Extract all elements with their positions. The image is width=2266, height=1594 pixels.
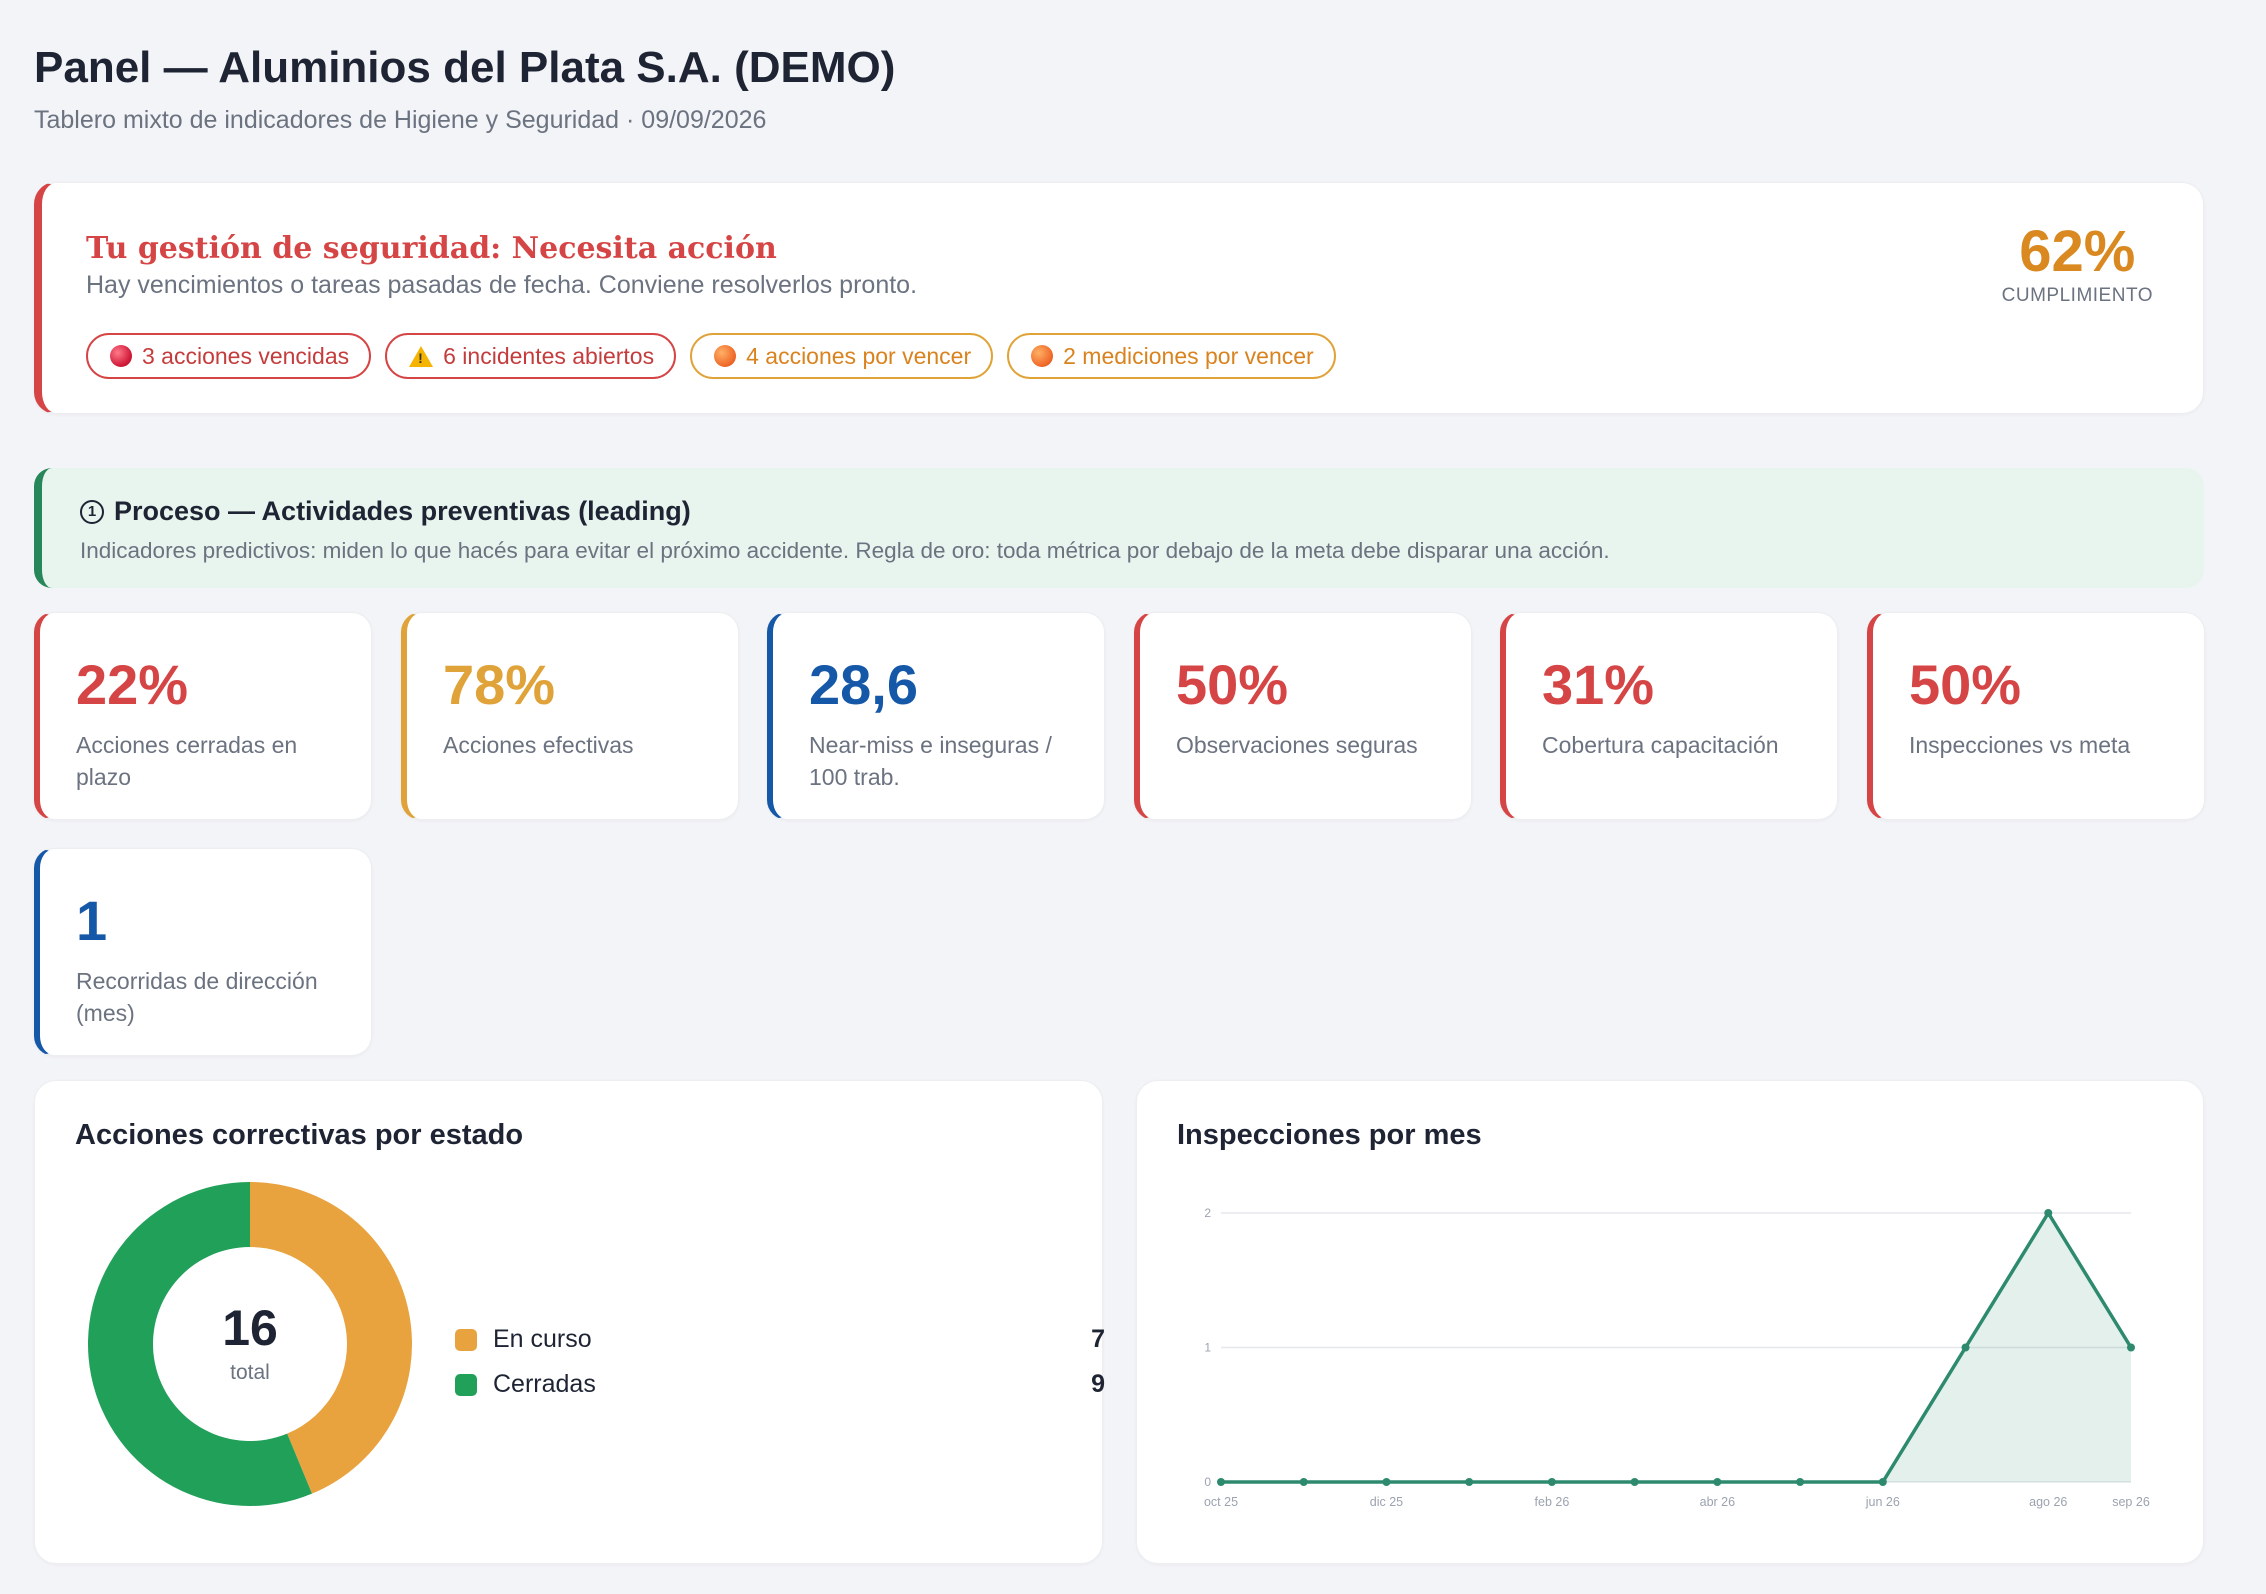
kpi-value: 22% xyxy=(76,653,189,716)
inspections-panel: Inspecciones por mes 0 1 2 oct 25 dic 25 feb … xyxy=(1136,1080,2204,1564)
chip-label: 2 mediciones por vencer xyxy=(1063,342,1314,369)
compliance-score: 62% CUMPLIMIENTO xyxy=(2002,219,2153,307)
safety-status-card: Tu gestión de seguridad: Necesita acción… xyxy=(34,182,2204,414)
legend-swatch xyxy=(455,1373,477,1396)
kpi-card[interactable]: 1 Recorridas de dirección (mes) xyxy=(34,848,372,1056)
y-tick-label: 1 xyxy=(1204,1341,1211,1355)
chip-open-incidents[interactable]: 6 incidentes abiertos xyxy=(385,333,677,379)
data-point xyxy=(1796,1478,1805,1486)
section-title: 1 Proceso — Actividades preventivas (lea… xyxy=(80,496,691,527)
legend-label: Cerradas xyxy=(493,1370,596,1398)
x-tick-label: oct 25 xyxy=(1204,1495,1238,1509)
data-point xyxy=(1713,1478,1722,1486)
panel-title: Inspecciones por mes xyxy=(1177,1119,1482,1151)
legend-value: 7 xyxy=(1091,1325,1105,1353)
legend-item: En curso 7 xyxy=(455,1317,1105,1362)
kpi-card[interactable]: 50% Inspecciones vs meta xyxy=(1867,612,2205,820)
kpi-value: 50% xyxy=(1909,653,2022,716)
status-title: Tu gestión de seguridad: Necesita acción xyxy=(86,231,777,266)
series-line xyxy=(1221,1211,2133,1484)
section-description: Indicadores predictivos: miden lo que ha… xyxy=(80,538,1610,563)
chip-label: 4 acciones por vencer xyxy=(746,342,972,369)
donut-total-label: total xyxy=(230,1361,270,1384)
data-point xyxy=(1299,1478,1308,1486)
chip-measurements-due[interactable]: 2 mediciones por vencer xyxy=(1007,333,1336,379)
data-point xyxy=(1217,1478,1225,1486)
kpi-value: 50% xyxy=(1176,653,1289,716)
kpi-label: Cobertura capacitación xyxy=(1542,732,1779,758)
y-tick-label: 2 xyxy=(1204,1206,1211,1220)
kpi-label: Acciones efectivas xyxy=(443,732,634,758)
donut-slice xyxy=(88,1182,312,1506)
legend-item: Cerradas 9 xyxy=(455,1362,1105,1407)
kpi-value: 31% xyxy=(1542,653,1655,716)
legend-label: En curso xyxy=(493,1325,592,1353)
data-point xyxy=(1382,1478,1391,1486)
alert-chips: 3 acciones vencidas 6 incidentes abierto… xyxy=(86,333,1336,379)
compliance-value: 62% xyxy=(2019,219,2136,284)
chip-overdue-actions[interactable]: 3 acciones vencidas xyxy=(86,333,372,379)
data-point xyxy=(1465,1478,1474,1486)
data-point xyxy=(1630,1478,1639,1486)
y-tick-label: 0 xyxy=(1204,1475,1211,1489)
donut-slice xyxy=(250,1182,413,1494)
legend-swatch xyxy=(455,1328,477,1351)
donut-center: 16 total xyxy=(87,1181,413,1507)
kpi-card[interactable]: 31% Cobertura capacitación xyxy=(1500,612,1838,820)
kpi-value: 28,6 xyxy=(809,653,918,716)
kpi-label: Near-miss e inseguras / 100 trab. xyxy=(809,732,1052,790)
compliance-label: CUMPLIMIENTO xyxy=(2001,285,2153,306)
warning-icon xyxy=(409,345,434,367)
legend-value: 9 xyxy=(1091,1370,1105,1398)
kpi-card[interactable]: 78% Acciones efectivas xyxy=(401,612,739,820)
x-tick-label: feb 26 xyxy=(1535,1495,1570,1509)
panel-title: Acciones correctivas por estado xyxy=(75,1119,524,1151)
x-tick-label: jun 26 xyxy=(1865,1495,1900,1509)
kpi-label: Inspecciones vs meta xyxy=(1909,732,2131,758)
page-title: Panel — Aluminios del Plata S.A. (DEMO) xyxy=(34,43,896,92)
kpi-label: Acciones cerradas en plazo xyxy=(76,732,298,790)
kpi-label: Recorridas de dirección (mes) xyxy=(76,968,318,1026)
chip-label: 6 incidentes abiertos xyxy=(443,342,655,369)
kpi-card[interactable]: 50% Observaciones seguras xyxy=(1134,612,1472,820)
data-point xyxy=(1547,1478,1556,1486)
kpi-card[interactable]: 22% Acciones cerradas en plazo xyxy=(34,612,372,820)
data-point xyxy=(2127,1343,2135,1352)
orange-circle-icon xyxy=(714,345,737,367)
donut-chart xyxy=(88,1182,413,1506)
donut-total: 16 xyxy=(222,1300,278,1356)
donut-legend: En curso 7 Cerradas 9 xyxy=(455,1317,1105,1407)
chip-label: 3 acciones vencidas xyxy=(142,342,350,369)
status-description: Hay vencimientos o tareas pasadas de fec… xyxy=(86,271,918,299)
section-leading-indicators: 1 Proceso — Actividades preventivas (lea… xyxy=(34,468,2204,588)
kpi-value: 78% xyxy=(443,653,556,716)
x-tick-label: ago 26 xyxy=(2029,1495,2067,1509)
data-point xyxy=(1878,1478,1887,1486)
orange-circle-icon xyxy=(1031,345,1054,367)
line-chart: 0 1 2 oct 25 dic 25 feb 26 abr 26 jun 26 ago 26 s… xyxy=(1204,1206,2150,1509)
circled-number-icon: 1 xyxy=(80,499,104,524)
section-title-text: Proceso — Actividades preventivas (leadi… xyxy=(114,496,691,526)
area-fill xyxy=(1221,1213,2131,1482)
x-tick-label: abr 26 xyxy=(1700,1495,1735,1509)
x-tick-label: sep 26 xyxy=(2112,1495,2150,1509)
x-tick-label: dic 25 xyxy=(1370,1495,1403,1509)
red-circle-icon xyxy=(110,345,132,367)
data-point xyxy=(1961,1343,1970,1352)
corrective-actions-panel: Acciones correctivas por estado 16 total… xyxy=(34,1080,1105,1564)
chip-actions-due[interactable]: 4 acciones por vencer xyxy=(690,333,994,379)
kpi-value: 1 xyxy=(76,889,108,952)
data-point xyxy=(2044,1209,2053,1217)
kpi-card[interactable]: 28,6 Near-miss e inseguras / 100 trab. xyxy=(767,612,1105,820)
kpi-label: Observaciones seguras xyxy=(1176,732,1418,758)
page-subtitle: Tablero mixto de indicadores de Higiene … xyxy=(34,106,767,134)
